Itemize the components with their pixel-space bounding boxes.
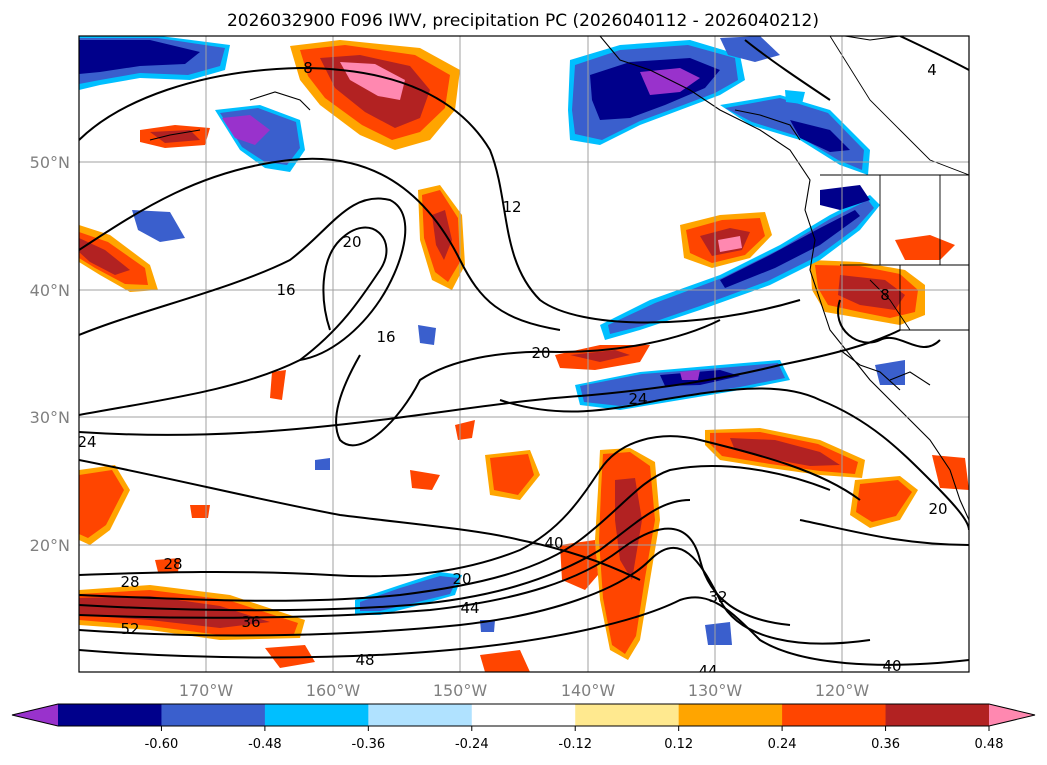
colorbar-segment bbox=[471, 704, 576, 726]
lat-label-20n: 20°N bbox=[30, 536, 70, 555]
contour-label-44b: 44 bbox=[698, 662, 717, 680]
colorbar-tick-label: 0.36 bbox=[871, 737, 900, 752]
lon-label-130w: 130°W bbox=[688, 681, 743, 700]
colorbar-tick-label: 0.48 bbox=[975, 737, 1004, 752]
lat-label-50n: 50°N bbox=[30, 153, 70, 172]
contour-label-48: 48 bbox=[355, 651, 374, 669]
colorbar-tick-label: -0.24 bbox=[455, 737, 489, 752]
colorbar-ticks: -0.60 -0.48 -0.36 -0.24 -0.12 0.12 0.24 0.36 0.4… bbox=[145, 726, 1004, 752]
contour-label-20c: 20 bbox=[452, 570, 471, 588]
contour-label-52: 52 bbox=[120, 620, 139, 638]
colorbar-tick-label: -0.12 bbox=[558, 737, 592, 752]
colorbar-segment bbox=[782, 704, 887, 726]
lat-label-30n: 30°N bbox=[30, 408, 70, 427]
contour-label-36: 36 bbox=[241, 613, 260, 631]
iwv-contour-labels: 8 12 16 16 20 20 24 24 28 28 32 36 40 40… bbox=[77, 59, 948, 680]
political-borders bbox=[820, 36, 969, 331]
colorbar-segment bbox=[678, 704, 783, 726]
iwv-contours bbox=[79, 36, 969, 666]
contour-label-28b: 28 bbox=[163, 555, 182, 573]
latitude-labels: 50°N 40°N 30°N 20°N bbox=[30, 153, 70, 555]
contour-label-20a: 20 bbox=[342, 233, 361, 251]
colorbar-segment bbox=[885, 704, 990, 726]
coastlines bbox=[149, 36, 969, 521]
graticule bbox=[79, 36, 969, 672]
lon-label-150w: 150°W bbox=[433, 681, 488, 700]
precip-positive-anomalies bbox=[79, 40, 969, 672]
colorbar-segment bbox=[575, 704, 680, 726]
colorbar-extend-high bbox=[989, 704, 1035, 726]
colorbar-extend-low bbox=[12, 704, 58, 726]
colorbar-tick-label: -0.60 bbox=[145, 737, 179, 752]
colorbar-segment bbox=[58, 704, 162, 726]
colorbar-segment bbox=[161, 704, 266, 726]
colorbar-segment bbox=[368, 704, 473, 726]
contour-label-20b: 20 bbox=[531, 344, 550, 362]
lat-label-40n: 40°N bbox=[30, 281, 70, 300]
colorbar-tick-label: -0.48 bbox=[248, 737, 282, 752]
contour-label-24a: 24 bbox=[628, 390, 647, 408]
colorbar-tick-label: 0.12 bbox=[664, 737, 693, 752]
figure-title: 2026032900 F096 IWV, precipitation PC (2… bbox=[227, 11, 819, 31]
longitude-labels: 170°W 160°W 150°W 140°W 130°W 120°W bbox=[179, 681, 870, 700]
contour-label-40a: 40 bbox=[544, 534, 563, 552]
colorbar-tick-label: -0.36 bbox=[352, 737, 386, 752]
contour-label-4: 4 bbox=[927, 61, 937, 79]
map-frame bbox=[78, 35, 970, 673]
contour-label-16b: 16 bbox=[376, 328, 395, 346]
contour-label-20d: 20 bbox=[928, 500, 947, 518]
colorbar-segment bbox=[264, 704, 369, 726]
contour-label-8: 8 bbox=[303, 59, 313, 77]
lon-label-170w: 170°W bbox=[179, 681, 234, 700]
lon-label-160w: 160°W bbox=[306, 681, 361, 700]
contour-label-32: 32 bbox=[708, 588, 727, 606]
colorbar-tick-label: 0.24 bbox=[768, 737, 797, 752]
contour-label-40b: 40 bbox=[882, 657, 901, 675]
colorbar-segments bbox=[58, 704, 990, 726]
contour-label-8b: 8 bbox=[880, 286, 890, 304]
contour-label-24b: 24 bbox=[77, 433, 96, 451]
colorbar: -0.60 -0.48 -0.36 -0.24 -0.12 0.12 0.24 0.36 0.4… bbox=[11, 703, 1036, 752]
contour-label-44a: 44 bbox=[460, 599, 479, 617]
contour-label-28a: 28 bbox=[120, 573, 139, 591]
map-panel: 8 12 16 16 20 20 24 24 28 28 32 36 40 40… bbox=[30, 35, 970, 700]
lon-label-140w: 140°W bbox=[561, 681, 616, 700]
contour-label-12: 12 bbox=[502, 198, 521, 216]
colorbar-outline bbox=[11, 703, 1036, 727]
lon-label-120w: 120°W bbox=[815, 681, 870, 700]
contour-label-16a: 16 bbox=[276, 281, 295, 299]
